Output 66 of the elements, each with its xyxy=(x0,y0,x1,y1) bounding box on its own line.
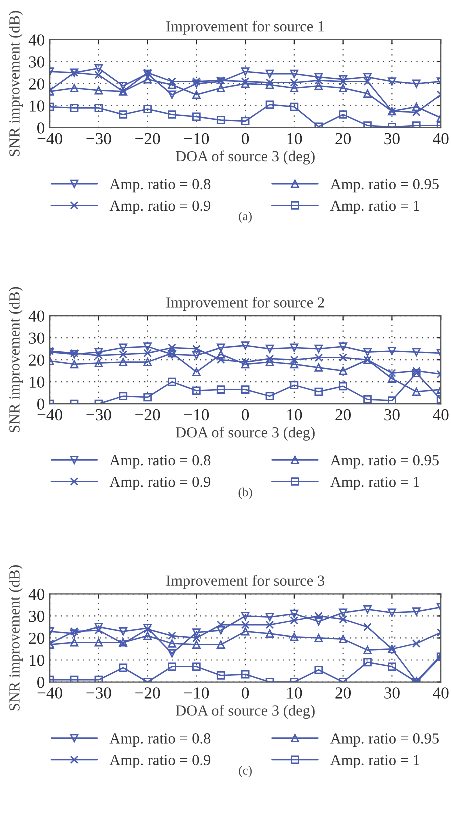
x-tick-label: −30 xyxy=(86,133,112,145)
x-tick-label: −20 xyxy=(136,409,160,421)
legend-label: Amp. ratio = 0.8 xyxy=(110,179,211,193)
legend-label: Amp. ratio = 0.9 xyxy=(110,200,211,214)
y-axis-title: SNR improvement (dB) xyxy=(9,565,23,711)
x-axis-title: DOA of source 3 (deg) xyxy=(176,150,315,165)
y-tick-label: 0 xyxy=(38,398,45,410)
y-tick-label: 10 xyxy=(30,376,45,388)
x-axis-title: DOA of source 3 (deg) xyxy=(176,426,315,441)
x-tick-label: 40 xyxy=(433,688,449,699)
x-tick-label: 20 xyxy=(336,133,352,145)
x-tick-label: −20 xyxy=(136,688,160,699)
x-tick-label: 10 xyxy=(288,409,302,421)
legend-label: Amp. ratio = 0.9 xyxy=(110,755,211,769)
y-tick-label: 10 xyxy=(30,100,45,112)
legend-label: Amp. ratio = 1 xyxy=(330,200,420,214)
text: (b) xyxy=(238,488,252,500)
x-tick-label: 30 xyxy=(384,409,400,421)
legend-label: Amp. ratio = 0.8 xyxy=(110,455,211,469)
y-tick-label: 40 xyxy=(28,310,45,322)
x-tick-label: −30 xyxy=(86,688,112,699)
x-tick-label: 40 xyxy=(433,409,449,421)
y-axis-title: SNR improvement (dB) xyxy=(9,11,23,156)
x-tick-label: −30 xyxy=(86,409,112,421)
y-tick-label: 40 xyxy=(28,34,45,46)
x-tick-label: −40 xyxy=(38,688,62,699)
chart-title: Improvement for source 3 xyxy=(166,575,325,590)
x-tick-label: 40 xyxy=(433,133,449,145)
y-tick-label: 20 xyxy=(29,354,45,366)
y-tick-label: 30 xyxy=(29,56,45,68)
y-tick-label: 10 xyxy=(30,654,45,666)
legend-label: Amp. ratio = 1 xyxy=(330,755,420,769)
legend-label: Amp. ratio = 1 xyxy=(330,476,420,490)
x-tick-label: 30 xyxy=(384,688,400,699)
text: (a) xyxy=(239,212,252,224)
x-tick-label: −10 xyxy=(184,409,210,421)
x-tick-label: 0 xyxy=(242,409,250,421)
y-tick-label: 30 xyxy=(29,610,45,622)
y-tick-label: 30 xyxy=(29,332,45,344)
x-tick-label: 0 xyxy=(242,688,250,699)
legend-label: Amp. ratio = 0.8 xyxy=(110,734,211,747)
legend-label: Amp. ratio = 0.95 xyxy=(330,734,439,747)
legend-label: Amp. ratio = 0.95 xyxy=(330,179,439,193)
x-axis-title: DOA of source 3 (deg) xyxy=(176,705,315,720)
legend-label: Amp. ratio = 0.9 xyxy=(110,476,211,490)
x-tick-label: −10 xyxy=(184,133,210,145)
chart-title: Improvement for source 2 xyxy=(166,296,324,311)
x-tick-label: −20 xyxy=(136,133,160,145)
x-tick-label: 30 xyxy=(384,133,400,145)
x-tick-label: −10 xyxy=(184,688,210,699)
y-tick-label: 0 xyxy=(38,122,45,134)
y-tick-label: 20 xyxy=(29,632,45,644)
x-tick-label: −40 xyxy=(38,409,62,421)
y-tick-label: 0 xyxy=(38,676,45,688)
x-tick-label: 20 xyxy=(336,688,352,699)
chart-title: Improvement for source 1 xyxy=(166,20,324,35)
x-tick-label: 10 xyxy=(288,133,302,145)
x-tick-label: −40 xyxy=(38,133,62,145)
text: (c) xyxy=(239,766,252,778)
legend-label: Amp. ratio = 0.95 xyxy=(330,455,439,469)
y-tick-label: 20 xyxy=(29,78,45,90)
x-tick-label: 10 xyxy=(288,688,302,699)
x-tick-label: 20 xyxy=(336,409,352,421)
x-tick-label: 0 xyxy=(242,133,250,145)
y-axis-title: SNR improvement (dB) xyxy=(9,287,23,432)
y-tick-label: 40 xyxy=(28,588,45,600)
